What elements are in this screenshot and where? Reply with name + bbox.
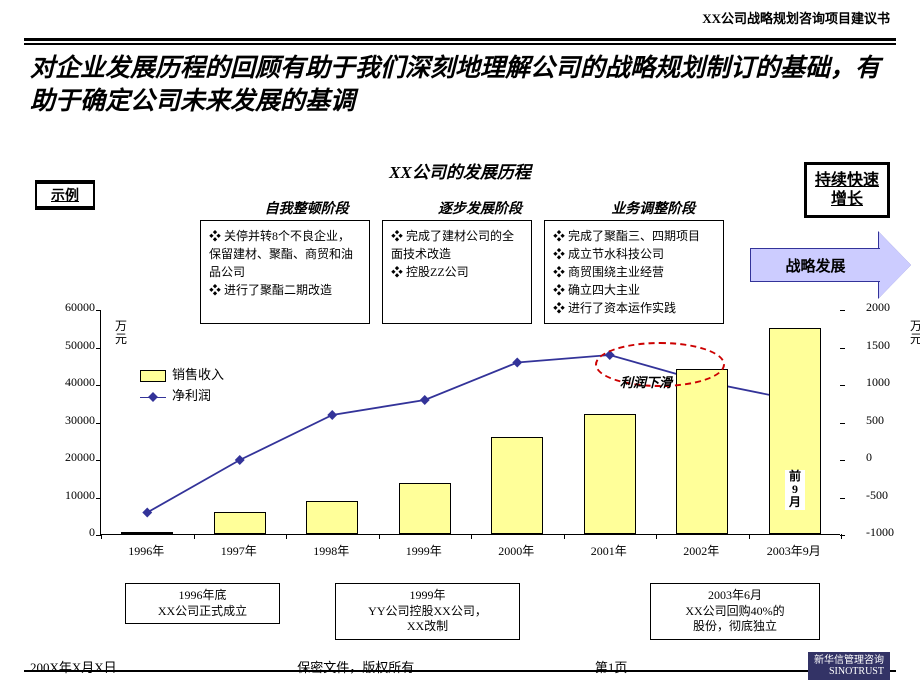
bar-4	[491, 437, 543, 535]
footer-confidential: 保密文件，版权所有	[297, 657, 414, 676]
phase-1-item-2: 进行了聚酯二期改造	[209, 281, 361, 299]
footer-page: 第1页	[595, 657, 628, 676]
bar-0	[121, 532, 173, 534]
phase-3-item-4: 确立四大主业	[553, 281, 715, 299]
phase-3-item-3: 商贸围绕主业经营	[553, 263, 715, 281]
phase-boxes: 关停并转8个不良企业，保留建材、聚酯、商贸和油品公司 进行了聚酯二期改造 完成了…	[200, 220, 724, 324]
phase-box-3: 完成了聚酯三、四期项目 成立节水科技公司 商贸围绕主业经营 确立四大主业 进行了…	[544, 220, 724, 324]
phase-header-1: 自我整顿阶段	[265, 198, 349, 218]
phase-header-3: 业务调整阶段	[611, 198, 695, 218]
top-rule-1	[24, 38, 896, 41]
legend-line-label: 净利润	[172, 388, 211, 403]
chart-title: XX公司的发展历程	[0, 158, 920, 183]
nine-month-note: 前9月	[785, 470, 805, 510]
y-axis-left: 6000050000400003000020000100000	[50, 300, 95, 540]
y-right-unit: 万元	[910, 320, 920, 346]
goal-box: 持续快速增长	[804, 162, 890, 218]
bar-1	[214, 512, 266, 534]
footer-date: 200X年X月X日	[30, 657, 117, 676]
legend-bar-label: 销售收入	[172, 367, 224, 382]
bar-2	[306, 501, 358, 534]
legend-bar-swatch	[140, 370, 166, 382]
proposal-header: XX公司战略规划咨询项目建议书	[702, 8, 890, 27]
legend: 销售收入 净利润	[140, 365, 224, 407]
phase-box-1: 关停并转8个不良企业，保留建材、聚酯、商贸和油品公司 进行了聚酯二期改造	[200, 220, 370, 324]
footer-logo: 新华信管理咨询SINOTRUST	[808, 652, 890, 680]
bar-6	[676, 369, 728, 534]
y-axis-right: 2000150010005000-500-1000	[866, 300, 908, 540]
example-tag: 示例	[35, 180, 95, 210]
strategy-arrow: 战略发展	[750, 240, 910, 290]
phase-3-item-2: 成立节水科技公司	[553, 245, 715, 263]
phase-header-2: 逐步发展阶段	[438, 198, 522, 218]
bar-5	[584, 414, 636, 534]
profit-decline-label: 利润下滑	[620, 372, 672, 391]
phase-headers: 自我整顿阶段 逐步发展阶段 业务调整阶段	[220, 198, 740, 218]
phase-2-item-1: 完成了建材公司的全面技术改造	[391, 227, 523, 263]
phase-3-item-1: 完成了聚酯三、四期项目	[553, 227, 715, 245]
page-title: 对企业发展历程的回顾有助于我们深刻地理解公司的战略规划制订的基础，有助于确定公司…	[30, 52, 890, 118]
line-series	[101, 310, 841, 535]
milestone-0: 1996年底XX公司正式成立	[125, 583, 280, 624]
plot-area	[100, 310, 840, 535]
milestone-1: 1999年YY公司控股XX公司，XX改制	[335, 583, 520, 640]
top-rule-2	[24, 43, 896, 45]
x-axis-labels: 1996年1997年1998年1999年2000年2001年2002年2003年…	[100, 542, 840, 559]
milestone-2: 2003年6月XX公司回购40%的股份，彻底独立	[650, 583, 820, 640]
arrow-label: 战略发展	[750, 248, 880, 282]
phase-2-item-2: 控股ZZ公司	[391, 263, 523, 281]
bar-3	[399, 483, 451, 534]
phase-1-item-1: 关停并转8个不良企业，保留建材、聚酯、商贸和油品公司	[209, 227, 361, 281]
phase-box-2: 完成了建材公司的全面技术改造 控股ZZ公司	[382, 220, 532, 324]
legend-line-swatch	[140, 386, 166, 407]
combo-chart: 万元 万元 6000050000400003000020000100000 20…	[100, 310, 860, 560]
